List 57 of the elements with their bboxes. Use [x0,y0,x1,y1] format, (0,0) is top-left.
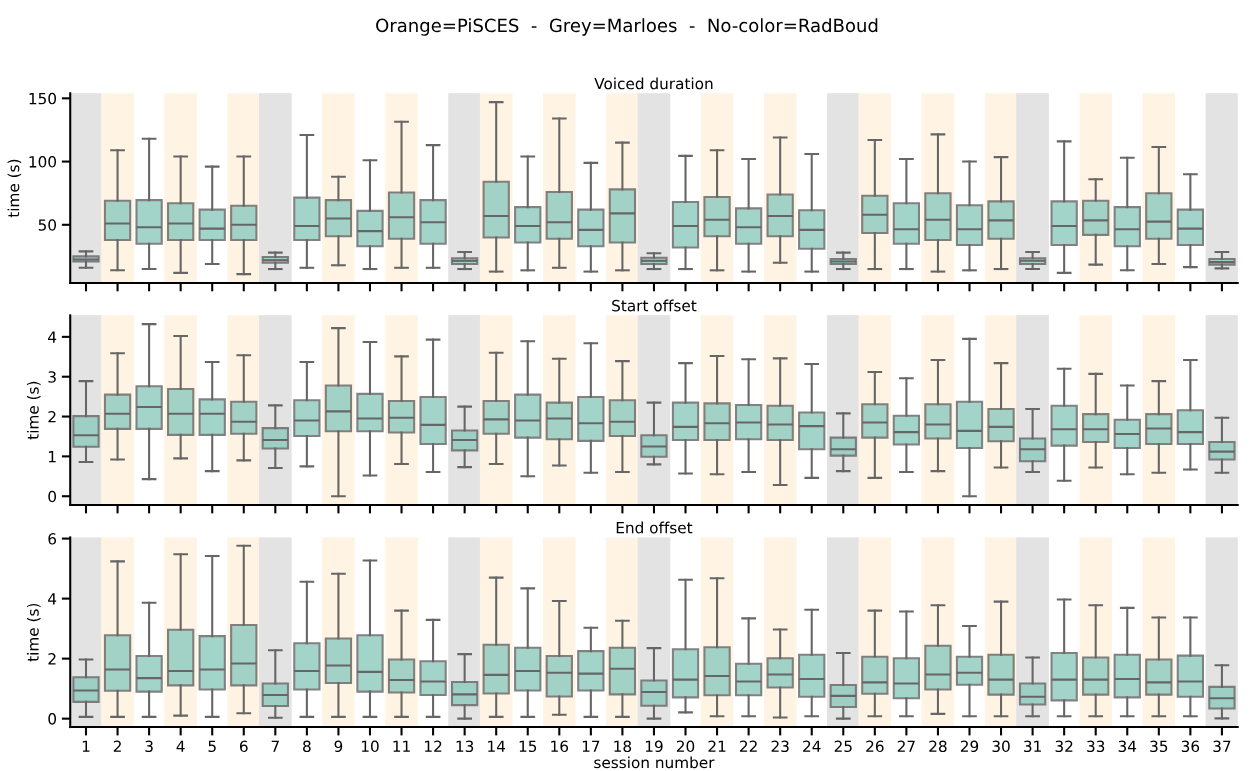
x-tick-label: 29 [960,740,979,753]
x-tick-label: 18 [614,740,632,753]
x-tick-label: 33 [1087,740,1105,753]
x-tick-label: 31 [1024,740,1041,753]
y-axis-title: time (s) [26,603,41,662]
y-tick-label: 100 [29,156,57,168]
x-tick-label: 27 [897,740,915,752]
x-tick-label: 11 [393,740,410,752]
x-tick-label: 12 [425,740,442,752]
y-tick-label: 2 [48,411,56,423]
x-tick-label: 17 [582,740,600,752]
x-tick-label: 10 [361,740,379,753]
x-tick-label: 1 [82,740,90,752]
x-tick-label: 23 [771,740,789,753]
text: Orange=PiSCES - Grey=Marloes - No-color=RadBoud [376,18,878,36]
x-tick-label: 8 [303,740,311,753]
y-tick-label: 150 [29,92,57,105]
chart-title: Voiced duration [594,77,713,90]
chart-title: End offset [616,521,693,534]
x-tick-label: 2 [113,740,121,752]
x-tick-label: 32 [1055,740,1073,753]
x-tick-label: 28 [929,740,947,753]
x-axis-title: session number [594,756,715,769]
x-tick-label: 15 [519,740,537,753]
x-tick-label: 7 [271,740,279,752]
x-tick-label: 3 [145,740,153,753]
y-tick-label: 6 [48,533,57,545]
y-tick-label: 50 [38,219,57,231]
x-tick-label: 16 [551,740,569,753]
x-tick-label: 30 [992,740,1010,753]
x-tick-label: 19 [645,740,663,753]
x-tick-label: 24 [803,740,821,752]
y-tick-label: 0 [48,490,57,503]
y-tick-label: 3 [48,371,56,383]
y-tick-label: 4 [48,593,57,605]
x-tick-label: 4 [176,740,185,752]
x-tick-label: 37 [1213,740,1231,753]
y-axis-title: time (s) [7,159,22,218]
x-tick-label: 13 [456,740,474,753]
y-axis-title: time (s) [26,381,41,440]
y-tick-label: 2 [48,653,56,665]
x-tick-label: 36 [1181,740,1200,753]
x-tick-label: 25 [834,740,852,753]
x-tick-label: 14 [488,740,506,752]
x-tick-label: 34 [1118,740,1137,753]
x-tick-label: 22 [740,740,757,752]
y-tick-label: 0 [48,713,57,725]
x-tick-label: 20 [676,740,695,753]
x-tick-label: 5 [208,740,216,753]
x-tick-label: 21 [708,740,726,752]
x-tick-label: 26 [866,740,884,753]
y-tick-label: 1 [48,451,56,463]
x-tick-label: 9 [334,740,343,753]
x-tick-label: 6 [239,740,248,753]
chart-title: Start offset [612,299,697,312]
y-tick-label: 4 [48,331,57,343]
x-tick-label: 35 [1150,740,1168,753]
